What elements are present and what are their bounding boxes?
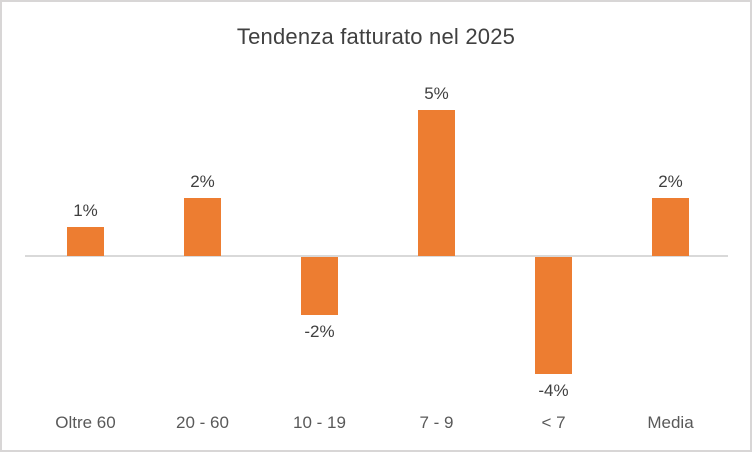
bar-3 bbox=[301, 257, 338, 315]
x-axis-line bbox=[25, 255, 728, 257]
category-label-4: 7 - 9 bbox=[419, 413, 454, 432]
bar-5 bbox=[535, 257, 572, 374]
data-label-1: 1% bbox=[73, 201, 98, 220]
bar-2 bbox=[184, 198, 221, 256]
bar-1 bbox=[67, 227, 104, 256]
data-label-4: 5% bbox=[424, 84, 449, 103]
data-label-2: 2% bbox=[190, 172, 215, 191]
category-label-6: Media bbox=[647, 413, 694, 432]
chart-title: Tendenza fatturato nel 2025 bbox=[236, 24, 516, 49]
data-label-6: 2% bbox=[658, 172, 683, 191]
data-label-3: -2% bbox=[304, 322, 335, 341]
category-label-5: < 7 bbox=[541, 413, 566, 432]
bar-6 bbox=[652, 198, 689, 256]
category-label-1: Oltre 60 bbox=[55, 413, 116, 432]
category-label-3: 10 - 19 bbox=[293, 413, 346, 432]
bar-4 bbox=[418, 110, 455, 256]
category-label-2: 20 - 60 bbox=[176, 413, 229, 432]
data-label-5: -4% bbox=[538, 381, 569, 400]
